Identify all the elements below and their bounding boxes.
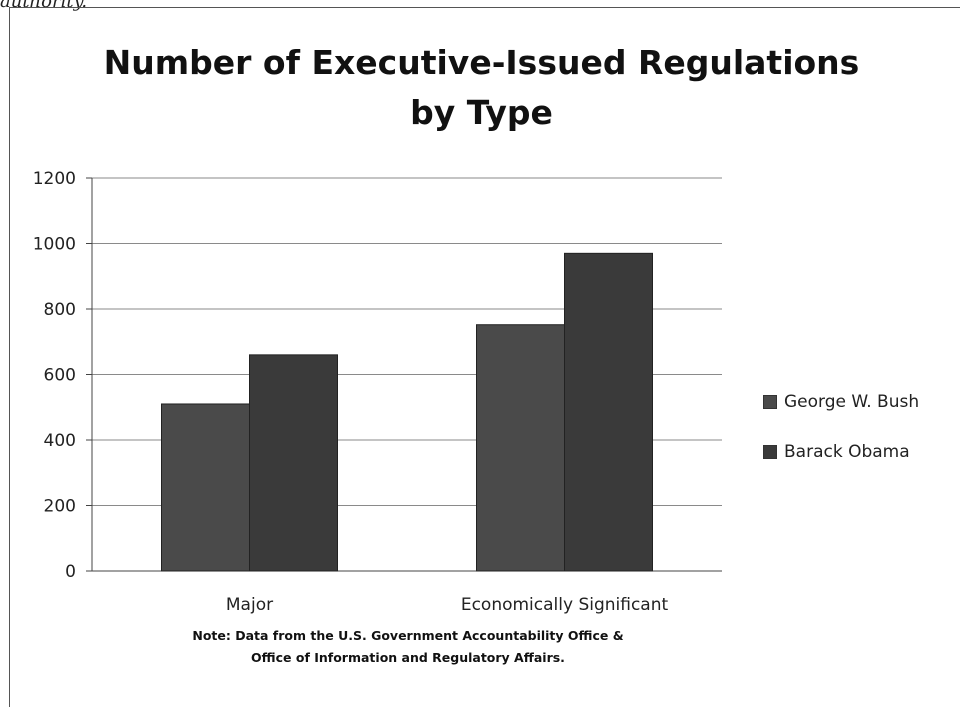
chart-title: Number of Executive-Issued Regulations b… bbox=[0, 38, 963, 138]
chart-title-line-1: Number of Executive-Issued Regulations bbox=[103, 43, 860, 82]
chart-title-line-2: by Type bbox=[410, 93, 553, 132]
chart-note-line-1: Note: Data from the U.S. Government Acco… bbox=[192, 628, 624, 643]
y-tick-label: 0 bbox=[65, 562, 76, 582]
y-tick-label: 400 bbox=[44, 431, 76, 451]
legend-label-obama: Barack Obama bbox=[784, 442, 910, 462]
y-tick-label: 1000 bbox=[33, 235, 76, 255]
legend-item-bush: George W. Bush bbox=[763, 389, 919, 415]
bar-obama-major bbox=[249, 354, 338, 572]
legend-swatch-obama bbox=[763, 445, 777, 459]
page-top-text: authority. bbox=[0, 0, 88, 12]
x-tick-label: Economically Significant bbox=[461, 595, 669, 615]
x-tick-label: Major bbox=[226, 595, 273, 615]
bar-bush-major bbox=[161, 403, 250, 572]
chart-frame bbox=[9, 7, 960, 707]
y-tick-label: 1200 bbox=[33, 169, 76, 189]
y-tick-label: 600 bbox=[44, 366, 76, 386]
legend-item-obama: Barack Obama bbox=[763, 439, 919, 465]
legend-label-bush: George W. Bush bbox=[784, 392, 920, 412]
bar-bush-econ bbox=[476, 324, 565, 572]
y-tick-label: 200 bbox=[44, 497, 76, 517]
chart-note-line-2: Office of Information and Regulatory Aff… bbox=[251, 650, 565, 665]
legend: George W. Bush Barack Obama bbox=[763, 389, 919, 489]
chart-note: Note: Data from the U.S. Government Acco… bbox=[0, 625, 816, 669]
legend-swatch-bush bbox=[763, 395, 777, 409]
bar-obama-econ bbox=[564, 252, 653, 572]
y-tick-label: 800 bbox=[44, 300, 76, 320]
